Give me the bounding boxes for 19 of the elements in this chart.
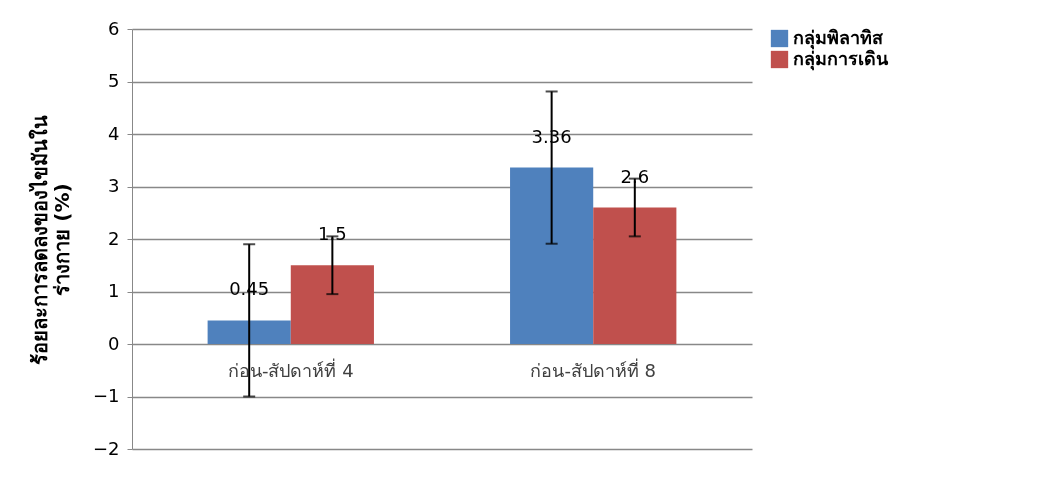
y-tick-label: 4 [108, 122, 120, 144]
y-tick-label: 6 [108, 17, 120, 39]
y-tick-label: 2 [108, 227, 120, 249]
x-tick-label: ก่อน-สัปดาห์ที่ 8 [530, 357, 657, 381]
data-label: 1.5 [318, 223, 347, 245]
bar [510, 167, 594, 344]
y-tick-label: 3 [108, 175, 120, 196]
y-tick-label: −2 [92, 437, 120, 459]
y-tick-label: −1 [92, 385, 120, 406]
legend-label: กลุ่มพิลาทิส [793, 26, 884, 50]
data-label: 2.6 [620, 165, 650, 187]
bar [290, 265, 374, 344]
y-tick-label: 5 [108, 70, 120, 91]
y-axis-title: ร้อยละการลดลงของไขมันใน ร่างกาย (%) [27, 114, 74, 365]
legend-label: กลุ่มการเดิน [793, 47, 889, 71]
bar [593, 207, 677, 344]
y-tick-label: 1 [108, 280, 120, 301]
bar [207, 320, 291, 344]
y-tick-label: 0 [108, 332, 120, 354]
